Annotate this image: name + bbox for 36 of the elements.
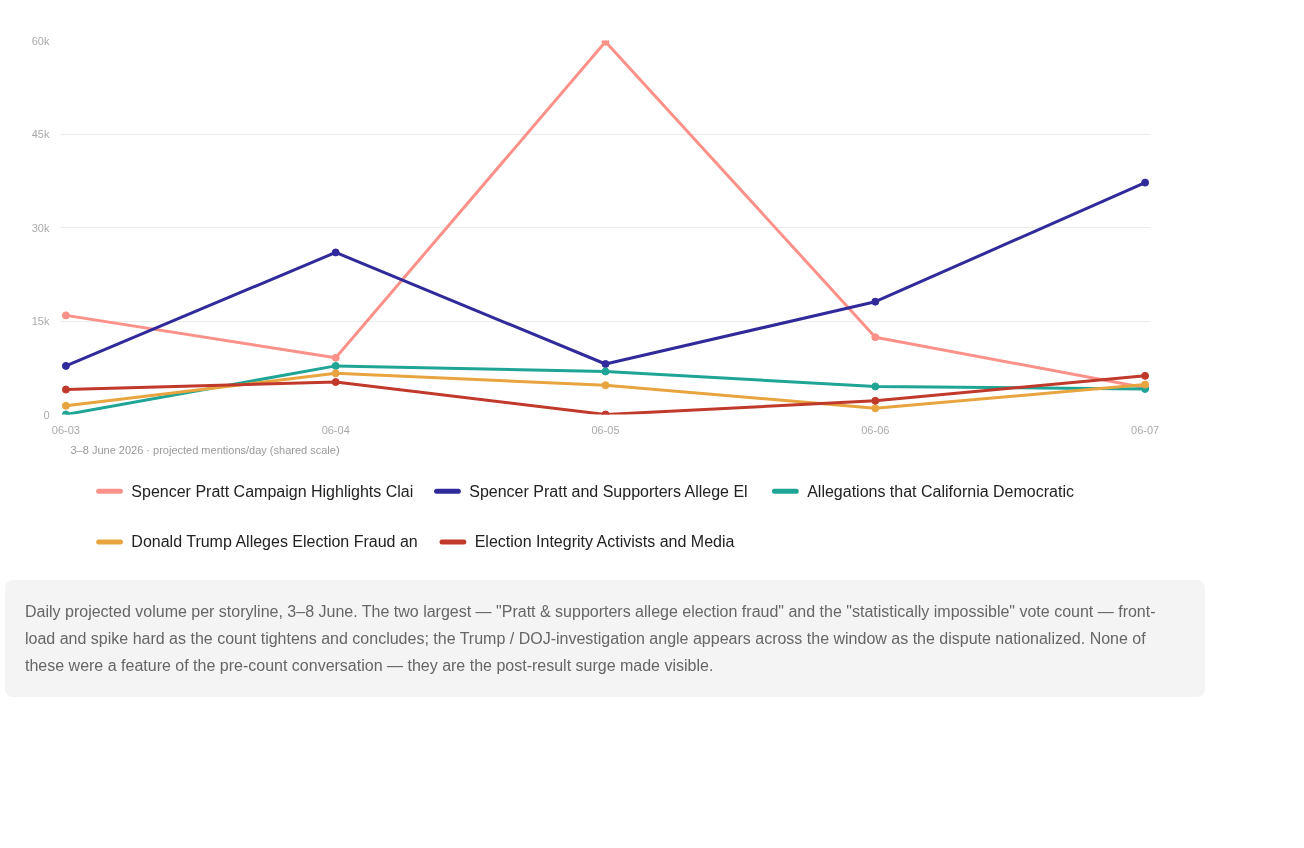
point: [331, 361, 340, 370]
point: [871, 404, 880, 413]
text: 3–8 June 2026 · projected mentions/day (shared scale): [70, 443, 340, 456]
text: Daily projected volume per storyline, 3–8 June. The two largest — "Pratt & supporters allege election fraud" and the "statistically impossible" vote count — front-load and spike hard as the count tightens and concludes; the Trump / DOJ-investigation angle appears across the window as the dispute nationalized. None of these were a feature of the pre-count conversation — they are the post-result surge made visible.: [25, 602, 1157, 676]
y-tick-label: 45k: [31, 128, 50, 140]
x-tick-label: 06-07: [1131, 423, 1160, 436]
legend-label: Election Integrity Activists and Media: [474, 533, 735, 551]
point: [331, 353, 340, 362]
point: [1141, 371, 1150, 380]
point: [61, 401, 70, 410]
point: [331, 369, 340, 378]
legend-label: Donald Trump Alleges Election Fraud an: [131, 533, 418, 551]
x-tick-label: 06-04: [321, 423, 350, 436]
y-tick-label: 0: [43, 408, 50, 421]
point: [61, 361, 70, 370]
point: [61, 385, 70, 394]
point: [601, 381, 610, 390]
legend-label: Allegations that California Democratic: [807, 482, 1074, 500]
point: [601, 367, 610, 376]
point: [871, 297, 880, 306]
y-tick-label: 30k: [31, 221, 50, 234]
x-tick-label: 06-06: [861, 423, 890, 436]
x-tick-label: 06-05: [591, 423, 620, 436]
point: [331, 378, 340, 387]
point: [871, 333, 880, 342]
y-tick-label: 15k: [31, 315, 50, 327]
point: [61, 311, 70, 320]
point: [871, 396, 880, 405]
legend-label: Spencer Pratt and Supporters Allege El: [469, 482, 748, 500]
legend-label: Spencer Pratt Campaign Highlights Clai: [131, 482, 414, 500]
point: [1141, 178, 1150, 187]
point: [601, 360, 610, 368]
y-tick-label: 60k: [31, 34, 50, 47]
point: [871, 382, 880, 391]
x-tick-label: 06-03: [51, 423, 80, 436]
point: [331, 248, 340, 257]
